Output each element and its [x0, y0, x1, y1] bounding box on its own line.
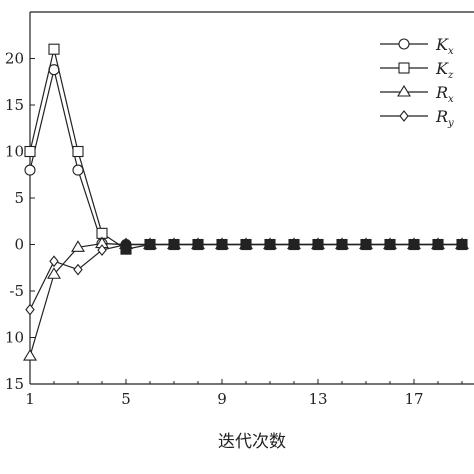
square-marker — [398, 62, 410, 74]
y-tick-label: 20 — [5, 50, 24, 68]
legend-label-main: R — [435, 107, 448, 126]
diamond-marker — [265, 238, 275, 251]
x-tick-label: 9 — [217, 390, 227, 408]
legend-label-subscript: z — [447, 70, 454, 81]
diamond-marker — [193, 238, 203, 251]
series-line — [29, 242, 462, 357]
diamond-marker — [217, 238, 227, 251]
diamond-marker — [313, 238, 323, 251]
series-line — [29, 243, 462, 310]
diamond-marker — [73, 263, 83, 276]
triangle-marker — [71, 240, 85, 252]
y-tick-label: 10 — [5, 143, 24, 161]
circle-marker — [398, 38, 410, 50]
diamond-marker — [97, 244, 107, 256]
circle-marker — [72, 164, 84, 176]
x-tick-label: 13 — [308, 390, 327, 408]
legend-label: Ry — [435, 107, 454, 129]
series-line — [29, 49, 462, 250]
diamond-marker — [49, 255, 59, 268]
square-marker — [72, 145, 84, 158]
x-axis-label: 迭代次数 — [218, 432, 286, 452]
legend-item: Kx — [380, 35, 454, 57]
series-line — [29, 69, 462, 246]
square-marker — [24, 145, 36, 158]
legend-label-subscript: x — [448, 94, 454, 105]
diamond-marker — [385, 238, 395, 251]
diamond-marker — [121, 238, 131, 251]
series-r-x — [23, 236, 469, 361]
diamond-marker — [433, 238, 443, 251]
series-layer — [23, 43, 469, 361]
triangle-marker — [397, 84, 411, 97]
diamond-marker — [361, 238, 371, 251]
y-tick-label: 0 — [14, 236, 24, 254]
diamond-marker — [457, 238, 467, 251]
y-tick-label: 10 — [5, 329, 24, 347]
legend-item: Kz — [380, 59, 454, 81]
y-tick-label: -5 — [9, 282, 24, 300]
legend-label-main: K — [435, 35, 449, 54]
diamond-marker — [289, 238, 299, 251]
y-tick-label: 15 — [5, 96, 24, 114]
diamond-marker — [337, 238, 347, 251]
diamond-marker — [25, 303, 35, 316]
legend-label: Kx — [435, 35, 454, 57]
legend-label-main: K — [435, 59, 449, 78]
diamond-marker — [241, 238, 251, 251]
series-k-z — [24, 43, 468, 255]
diamond-marker — [169, 238, 179, 251]
y-tick-label: 15 — [5, 375, 24, 393]
legend-label-subscript: y — [447, 118, 454, 129]
x-tick-label: 5 — [121, 390, 131, 408]
legend-item: Ry — [380, 107, 454, 129]
y-tick-label: 5 — [14, 189, 24, 207]
series-r-y — [25, 238, 467, 316]
diamond-marker — [399, 110, 409, 122]
legend-label: Rx — [435, 83, 454, 105]
triangle-marker — [47, 267, 61, 279]
circle-marker — [24, 164, 36, 176]
x-tick-label: 17 — [404, 390, 423, 408]
diamond-marker — [409, 238, 419, 251]
diamond-marker — [145, 238, 155, 251]
legend-item: Rx — [380, 83, 454, 105]
legend-label-subscript: x — [448, 46, 454, 57]
legend-label: Kz — [435, 59, 454, 81]
square-marker — [48, 43, 60, 55]
legend-label-main: R — [435, 83, 448, 102]
triangle-marker — [23, 349, 37, 361]
x-tick-label: 1 — [25, 390, 35, 408]
